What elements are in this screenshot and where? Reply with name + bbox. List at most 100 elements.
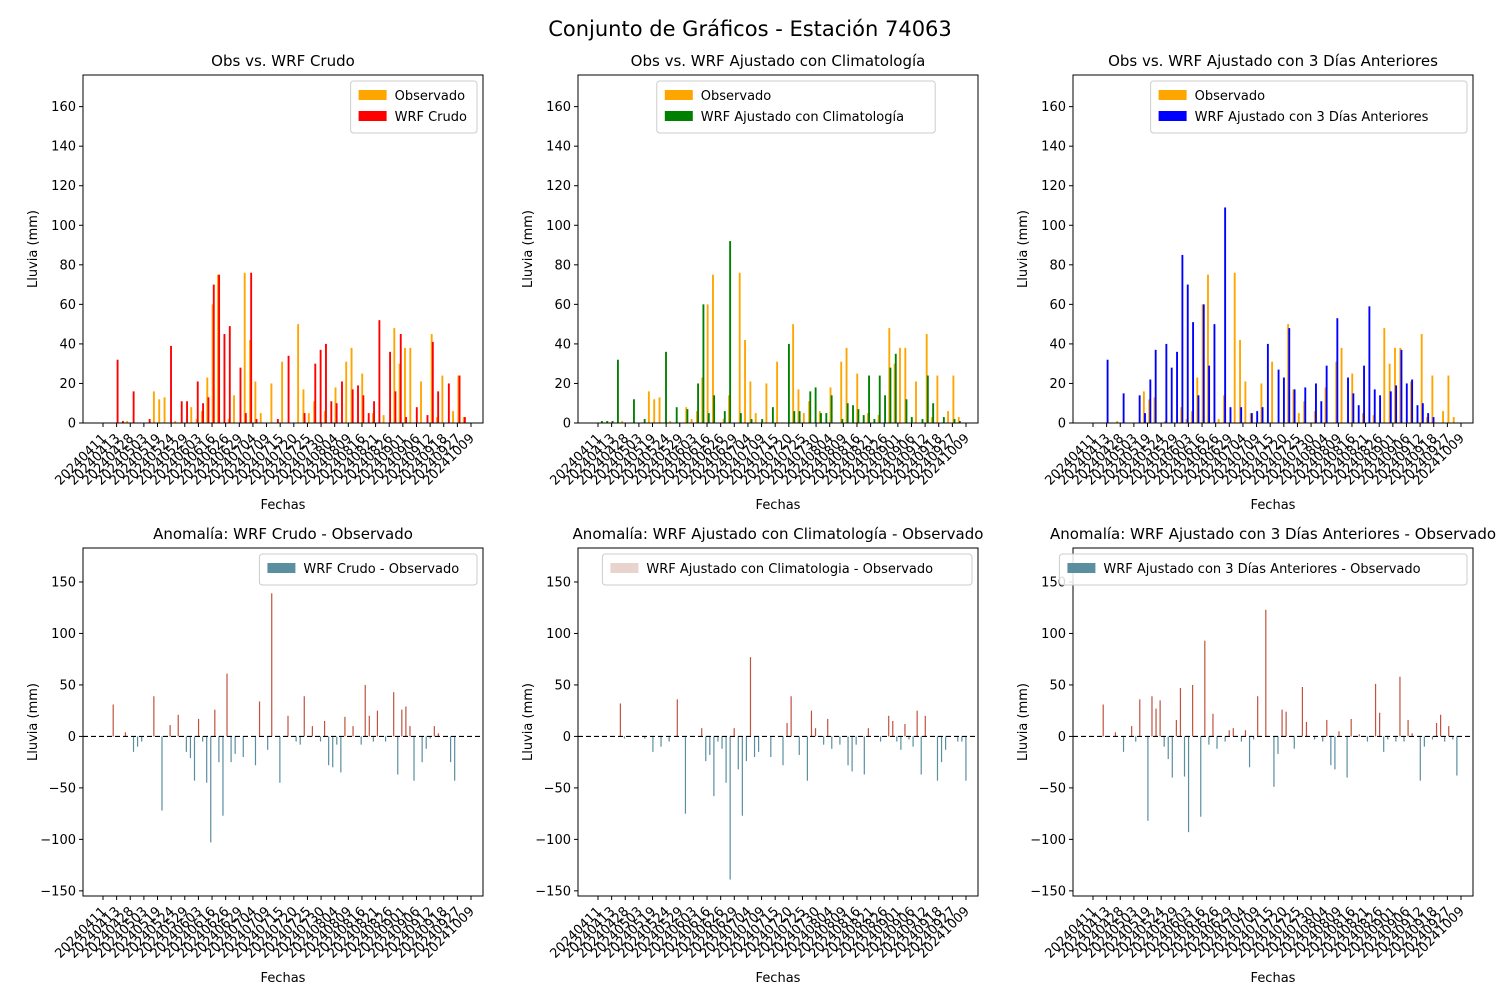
- chart-title: Anomalía: WRF Ajustado con Climatología …: [573, 525, 984, 543]
- bar-observado: [281, 361, 284, 423]
- y-tick-label: 80: [59, 258, 76, 273]
- bar-observado: [163, 397, 166, 423]
- bar-wrf: [1106, 359, 1109, 423]
- bar-wrf: [1229, 407, 1232, 423]
- bar-observado: [1196, 377, 1199, 423]
- anomaly-bar-negative: [1208, 736, 1210, 745]
- anomaly-bar-positive: [1440, 714, 1442, 737]
- bar-wrf: [335, 403, 338, 423]
- bar-wrf: [1186, 284, 1189, 423]
- bar-wrf: [207, 397, 210, 423]
- y-tick-label: −50: [49, 781, 76, 796]
- bar-observado: [462, 417, 465, 423]
- y-tick-label: −50: [1039, 781, 1066, 796]
- anomaly-bar-negative: [1253, 736, 1255, 740]
- bar-wrf: [330, 401, 333, 423]
- bar-wrf: [314, 363, 317, 423]
- anomaly-bar-positive: [376, 710, 379, 737]
- y-tick-label: 140: [51, 140, 76, 155]
- anomaly-bar-negative: [1387, 736, 1389, 740]
- anomaly-bar-positive: [311, 726, 313, 737]
- anomaly-bar-positive: [786, 723, 788, 737]
- y-tick-label: 120: [1041, 179, 1066, 194]
- anomaly-bar-positive: [1399, 676, 1401, 737]
- bar-observado: [270, 383, 273, 423]
- bar-observado: [690, 419, 693, 423]
- bar-wrf: [367, 413, 370, 423]
- bar-wrf: [729, 241, 732, 423]
- anomaly-bar-negative: [1366, 736, 1369, 742]
- anomaly-bar-negative: [1248, 736, 1251, 768]
- y-tick-label: 150: [51, 575, 76, 590]
- anomaly-bar-positive: [1338, 731, 1340, 737]
- anomaly-bar-positive: [433, 726, 435, 737]
- legend-swatch: [664, 90, 693, 100]
- anomaly-bar-negative: [961, 736, 963, 742]
- anomaly-bar-positive: [1285, 711, 1287, 737]
- y-tick-label: −100: [1030, 833, 1066, 848]
- bar-observado: [430, 334, 433, 423]
- y-tick-label: 80: [554, 258, 571, 273]
- bar-wrf: [1149, 379, 1152, 423]
- bar-observado: [1383, 328, 1386, 423]
- bar-observado: [1116, 421, 1119, 423]
- anomaly-bar-negative: [336, 736, 338, 745]
- bar-observado: [334, 387, 337, 423]
- bar-observado: [712, 274, 714, 423]
- bar-wrf: [739, 413, 742, 423]
- bar-observado: [947, 411, 950, 423]
- bar-observado: [1426, 417, 1428, 423]
- anomaly-bar-positive: [323, 720, 326, 737]
- bar-observado: [669, 421, 672, 423]
- bars: [619, 657, 967, 880]
- bar-wrf: [218, 274, 221, 423]
- bar-observado: [915, 381, 917, 423]
- anomaly-bar-negative: [1216, 736, 1218, 749]
- bar-observado: [297, 324, 300, 423]
- bar-observado: [243, 272, 246, 423]
- anomaly-bar-positive: [810, 710, 813, 737]
- anomaly-bar-positive: [393, 692, 395, 737]
- bar-wrf: [633, 399, 635, 423]
- legend: Observado WRF Crudo: [350, 80, 478, 134]
- legend-swatch: [1067, 563, 1096, 573]
- bar-wrf: [820, 413, 822, 423]
- y-tick-label: 40: [554, 337, 571, 352]
- y-tick-label: 160: [1041, 100, 1066, 115]
- bars: [1106, 207, 1455, 423]
- bar-wrf: [399, 334, 402, 423]
- bar-wrf: [228, 326, 231, 423]
- chart-panel-6: Anomalía: WRF Ajustado con 3 Días Anteri…: [1016, 525, 1496, 986]
- anomaly-bar-positive: [344, 716, 346, 737]
- y-tick-label: 20: [59, 377, 76, 392]
- bar-observado: [404, 347, 406, 423]
- anomaly-bar-negative: [1147, 736, 1149, 821]
- bar-wrf: [132, 391, 135, 423]
- bar-wrf: [761, 419, 764, 423]
- anomaly-bar-negative: [141, 736, 143, 742]
- anomaly-bar-positive: [924, 715, 926, 737]
- bar-wrf: [894, 353, 897, 423]
- bar-observado: [1239, 339, 1241, 423]
- bar-wrf: [1197, 395, 1200, 423]
- anomaly-bar-negative: [340, 736, 342, 773]
- anomaly-bar-negative: [713, 736, 715, 797]
- anomaly-bar-negative: [753, 736, 756, 758]
- anomaly-bar-positive: [749, 657, 752, 737]
- bar-wrf: [905, 399, 908, 423]
- bar-wrf: [357, 385, 359, 423]
- chart-panel-2: Obs vs. WRF Ajustado con Climatología 0 20…: [521, 52, 979, 513]
- axes-frame: [1072, 547, 1474, 897]
- bar-wrf: [787, 343, 790, 423]
- bar-observado: [1388, 363, 1391, 423]
- anomaly-bar-positive: [904, 724, 906, 737]
- bar-observado: [1420, 334, 1423, 423]
- bar-observado: [211, 304, 214, 423]
- bar-wrf: [405, 417, 408, 423]
- bar-wrf: [1368, 306, 1371, 423]
- bar-wrf: [1213, 324, 1216, 423]
- anomaly-bar-negative: [218, 736, 220, 763]
- bar-wrf: [889, 367, 892, 423]
- anomaly-bar-positive: [1179, 688, 1182, 737]
- bar-observado: [877, 415, 880, 423]
